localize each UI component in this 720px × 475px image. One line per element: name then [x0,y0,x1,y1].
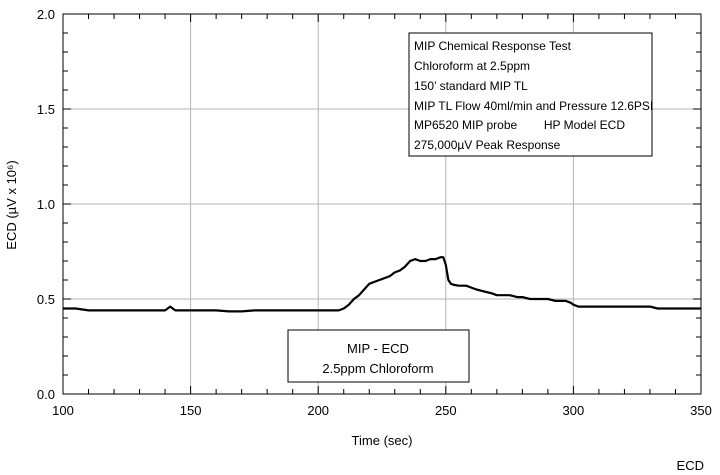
series-layer [63,256,701,313]
x-tick-label: 150 [180,403,202,418]
x-tick-label: 100 [52,403,74,418]
minor-ticks [62,13,702,395]
annotation-line-1: MIP Chemical Response Test [414,39,572,53]
y-tick-label: 0.0 [37,387,55,402]
x-tick-label: 350 [690,403,712,418]
series-line-ecd [63,256,701,313]
figure-caption: ECD [676,458,704,473]
y-tick-label: 1.5 [37,102,55,117]
series-label-box: MIP - ECD 2.5ppm Chloroform [287,329,470,383]
x-tick-label: 300 [563,403,585,418]
annotation-line-2: Chloroform at 2.5ppm [414,59,530,73]
y-axis-title: ECD (µV x 10⁶) [4,160,19,249]
annotation-line-5: MP6520 MIP probe HP Model ECD [414,118,625,132]
series-label-line-1: MIP - ECD [347,341,409,356]
x-tick-labels: 100 150 200 250 300 350 [52,403,712,418]
y-tick-label: 0.5 [37,292,55,307]
x-axis-title: Time (sec) [352,433,413,448]
y-tick-labels: 0.0 0.5 1.0 1.5 2.0 [37,7,55,402]
x-tick-label: 200 [307,403,329,418]
annotation-line-3: 150’ standard MIP TL [414,79,528,93]
annotation-box: MIP Chemical Response Test Chloroform at… [408,32,653,157]
y-tick-label: 1.0 [37,197,55,212]
y-tick-label: 2.0 [37,7,55,22]
x-tick-label: 250 [435,403,457,418]
series-label-line-2: 2.5ppm Chloroform [322,361,433,376]
annotation-line-4: MIP TL Flow 40ml/min and Pressure 12.6PS… [414,99,653,113]
annotation-frame [408,32,653,157]
annotation-line-6: 275,000µV Peak Response [414,138,561,152]
series-label-frame [287,329,470,383]
